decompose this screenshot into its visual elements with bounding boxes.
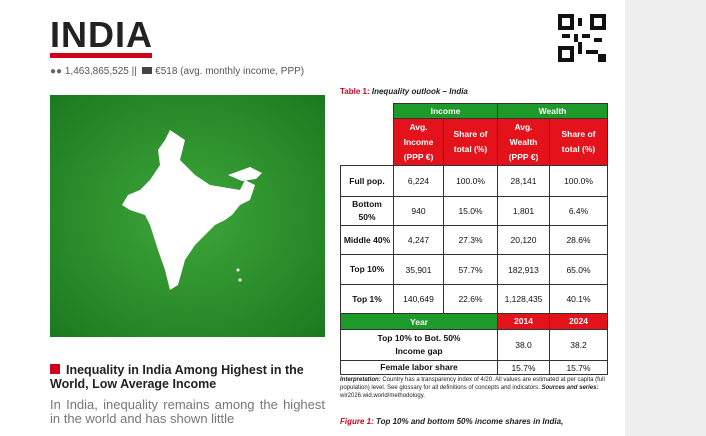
table-cell: 22.6%: [443, 284, 498, 314]
row-label: Middle 40%: [340, 225, 394, 255]
table-cell: 100.0%: [549, 165, 608, 197]
table-label: Table 1:: [340, 87, 370, 96]
table-cell: 28,141: [497, 165, 550, 197]
table-cell: 100.0%: [443, 165, 498, 197]
table-row: Full pop. 6,224 100.0% 28,141 100.0%: [340, 165, 608, 197]
sources-text: wir2026.wid.world/methodology.: [340, 393, 425, 399]
table-cell: 1,801: [497, 196, 550, 226]
table-title: Inequality outlook – India: [371, 87, 468, 96]
note-text: Country has a transparency index of 4/20…: [340, 377, 605, 391]
column-header: Avg. Wealth (PPP €): [497, 118, 550, 166]
document-page: INDIA ●● 1,463,865,525 || €518 (avg. mon…: [0, 0, 625, 436]
table-row: Bottom 50% 940 15.0% 1,801 6.4%: [340, 196, 608, 226]
table-cell: 20,120: [497, 225, 550, 255]
table-cell: 6.4%: [549, 196, 608, 226]
table-cell: 38.2: [549, 329, 608, 361]
column-header: Share of total (%): [443, 118, 498, 166]
table-cell: 6,224: [393, 165, 444, 197]
table-note: Interpretation: Country has a transparen…: [340, 376, 610, 400]
table-cell: 40.1%: [549, 284, 608, 314]
table-cell: 1,128,435: [497, 284, 550, 314]
country-map: [50, 95, 325, 337]
row-label: Top 10%: [340, 254, 394, 285]
year: 2014: [497, 313, 550, 330]
title-underline: [50, 53, 152, 58]
table-cell: 940: [393, 196, 444, 226]
inequality-table: Income Wealth Avg. Income (PPP €) Share o…: [340, 103, 608, 375]
table-cell: 28.6%: [549, 225, 608, 255]
table-caption: Table 1: Inequality outlook – India: [340, 87, 468, 96]
table-cell: 15.7%: [549, 360, 608, 375]
table-cell: 65.0%: [549, 254, 608, 285]
table-cell: 38.0: [497, 329, 550, 361]
sources-label: Sources and series:: [541, 385, 599, 391]
table-cell: 140,649: [393, 284, 444, 314]
table-cell: 15.7%: [497, 360, 550, 375]
table-row: Middle 40% 4,247 27.3% 20,120 28.6%: [340, 225, 608, 255]
country-title: INDIA: [50, 14, 153, 55]
year: 2024: [549, 313, 608, 330]
table-row: Top 1% 140,649 22.6% 1,128,435 40.1%: [340, 284, 608, 314]
row-label: Top 10% to Bot. 50% Income gap: [340, 329, 498, 361]
figure-label: Figure 1:: [340, 417, 374, 426]
year-label: Year: [340, 313, 498, 330]
table-row: Female labor share 15.7% 15.7%: [340, 360, 608, 375]
section-heading: Inequality in India Among Highest in the…: [50, 363, 330, 391]
table-cell: 15.0%: [443, 196, 498, 226]
table-row: Top 10% to Bot. 50% Income gap 38.0 38.2: [340, 329, 608, 361]
section-body: In India, inequality remains among the h…: [50, 397, 325, 426]
avg-income: €518 (avg. monthly income, PPP): [155, 66, 305, 77]
note-label: Interpretation:: [340, 377, 381, 383]
population: 1,463,865,525 ||: [64, 66, 137, 77]
table-row: Top 10% 35,901 57.7% 182,913 65.0%: [340, 254, 608, 285]
table-cell: 35,901: [393, 254, 444, 285]
table-cell: 57.7%: [443, 254, 498, 285]
figure-caption: Figure 1: Top 10% and bottom 50% income …: [340, 417, 563, 426]
figure-title: Top 10% and bottom 50% income shares in …: [376, 417, 564, 426]
heading-text: Inequality in India Among Highest in the…: [50, 363, 304, 391]
country-meta: ●● 1,463,865,525 || €518 (avg. monthly i…: [50, 66, 305, 77]
column-header: Share of total (%): [549, 118, 608, 166]
group-header: Wealth: [497, 103, 608, 119]
table-cell: 182,913: [497, 254, 550, 285]
row-label: Top 1%: [340, 284, 394, 314]
table-cell: 4,247: [393, 225, 444, 255]
column-header: Avg. Income (PPP €): [393, 118, 444, 166]
row-label: Full pop.: [340, 165, 394, 197]
table-cell: 27.3%: [443, 225, 498, 255]
row-label: Bottom 50%: [340, 196, 394, 226]
group-header: Income: [393, 103, 498, 119]
row-label: Female labor share: [340, 360, 498, 375]
qr-code: [558, 14, 606, 62]
